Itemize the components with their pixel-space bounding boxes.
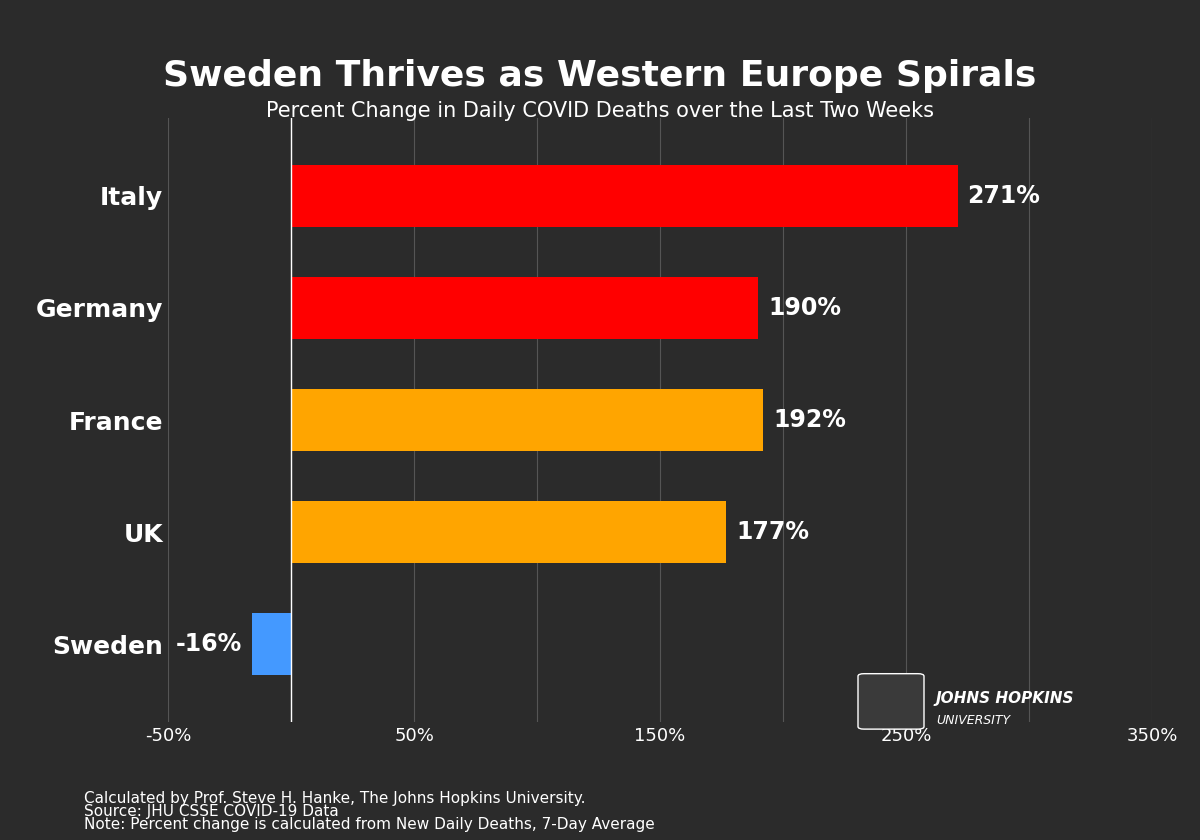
Text: Source: JHU CSSE COVID-19 Data: Source: JHU CSSE COVID-19 Data [84,804,338,819]
Text: 192%: 192% [773,408,846,432]
Text: 271%: 271% [967,184,1040,208]
Text: 190%: 190% [768,296,841,320]
Bar [292,389,763,451]
Text: JOHNS HOPKINS: JOHNS HOPKINS [936,691,1074,706]
Text: 177%: 177% [737,520,809,544]
Text: Note: Percent change is calculated from New Daily Deaths, 7-Day Average: Note: Percent change is calculated from … [84,816,655,832]
Text: Sweden Thrives as Western Europe Spirals: Sweden Thrives as Western Europe Spirals [163,59,1037,92]
Bar [292,277,758,339]
FancyBboxPatch shape [858,674,924,729]
Bar [292,501,726,563]
Bar [292,165,958,227]
Bar [252,613,292,675]
Text: Calculated by Prof. Steve H. Hanke, The Johns Hopkins University.: Calculated by Prof. Steve H. Hanke, The … [84,791,586,806]
Text: Percent Change in Daily COVID Deaths over the Last Two Weeks: Percent Change in Daily COVID Deaths ove… [266,101,934,121]
Text: -16%: -16% [175,632,242,656]
Text: UNIVERSITY: UNIVERSITY [936,714,1010,727]
